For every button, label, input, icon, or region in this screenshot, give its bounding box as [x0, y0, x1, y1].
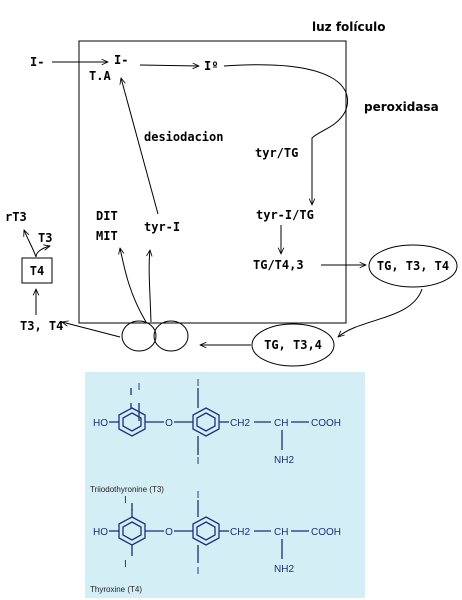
- t4-caption: Thyroxine (T4): [90, 585, 142, 594]
- t4-nh2: NH2: [274, 564, 294, 575]
- t4-ring1-iodine-bottom-label: I: [124, 559, 127, 570]
- tyr-i-tg-label: tyr-I/TG: [256, 208, 314, 222]
- t3-ring2-hexagon: [192, 407, 220, 437]
- transport-label: T.A: [89, 69, 111, 83]
- secreted-t3-t4-label: T3, T4: [20, 319, 63, 333]
- t4-ether-oxygen: O: [165, 527, 173, 538]
- proteolysis-to-tyr-i-arrow: [149, 250, 151, 323]
- t4-ch2: CH2: [230, 527, 250, 538]
- iodine-label: Iº: [204, 59, 218, 73]
- t4-ring1-iodine-top-label: I: [124, 495, 127, 506]
- t4-box: [21, 257, 53, 284]
- lumen-thyroglobulin-ellipse: [368, 244, 458, 288]
- t3-ring1-iodine: I: [138, 382, 141, 393]
- t4-structure: I I HO O I I CH2 CH COOH NH2 Thyroxine (…: [90, 490, 341, 594]
- t3-ring1-inner: [122, 412, 142, 432]
- t4-box-label: T4: [30, 264, 44, 278]
- t3-ring2-iodine-bottom-label: I: [197, 456, 200, 467]
- follicular-cell-box: [78, 40, 347, 324]
- t4-to-t3-arrow: [35, 246, 50, 258]
- t3-ether-oxygen: O: [165, 418, 173, 429]
- dit-label: DIT: [96, 209, 118, 223]
- deiodination-arrow: [121, 78, 159, 215]
- t4-cooh: COOH: [311, 527, 341, 538]
- hormone-release-arrow: [62, 322, 121, 338]
- t4-ring2-iodine-top-label: I: [197, 490, 200, 501]
- mit-label: MIT: [96, 229, 118, 243]
- t4-ch: CH: [274, 527, 288, 538]
- t3-ch2: CH2: [230, 418, 250, 429]
- tyr-i-label: tyr-I: [144, 220, 180, 234]
- endocytosis-arrow: [338, 288, 423, 337]
- iodide-cell-label: I-: [114, 53, 128, 67]
- lysosome-left: [121, 320, 157, 352]
- t3-hydroxyl: HO: [93, 418, 108, 429]
- tg-t3-4-label: TG, T3,4: [264, 338, 322, 352]
- t3-ch: CH: [274, 418, 288, 429]
- structures-panel: [85, 372, 365, 598]
- t3-nh2: NH2: [274, 455, 294, 466]
- iodide-outside-label: I-: [30, 55, 44, 69]
- t3-cooh: COOH: [311, 418, 341, 429]
- iodide-oxidation-arrow: [139, 65, 199, 66]
- iodination-arrow: [223, 64, 349, 205]
- t4-ring2-iodine-bottom-label: I: [197, 566, 200, 577]
- pathway-arrows: [24, 62, 423, 345]
- deiodination-label: desiodacion: [144, 130, 223, 144]
- tg-t4-t3-label: TG/T4,3: [253, 258, 304, 272]
- t4-ring1-inner: [122, 521, 142, 541]
- t3-ring2-iodine-top-label: I: [197, 378, 200, 389]
- tg-t3-t4-label: TG, T3, T4: [377, 259, 449, 273]
- t4-to-rt3-arrow: [24, 230, 37, 258]
- rt3-label: rT3: [5, 210, 27, 224]
- peroxidase-label: peroxidasa: [364, 100, 439, 114]
- lysosome-right: [153, 320, 189, 352]
- t3-ring2-inner: [196, 412, 216, 432]
- proteolysis-to-dit-mit-arrow: [120, 248, 147, 323]
- t3-ring1-hexagon: [118, 407, 146, 437]
- follicle-lumen-label: luz folículo: [312, 20, 386, 34]
- reabsorbed-colloid-ellipse: [251, 323, 335, 367]
- tyr-tg-label: tyr/TG: [255, 146, 298, 160]
- t4-ring2-inner: [196, 521, 216, 541]
- t3-structure: I HO O I I CH2 CH COOH NH2 Triiodothyron…: [90, 378, 341, 494]
- t4-ring2-hexagon: [192, 516, 220, 546]
- t4-hydroxyl: HO: [93, 527, 108, 538]
- t3-label: T3: [38, 231, 52, 245]
- t3-caption: Triiodothyronine (T3): [90, 485, 164, 494]
